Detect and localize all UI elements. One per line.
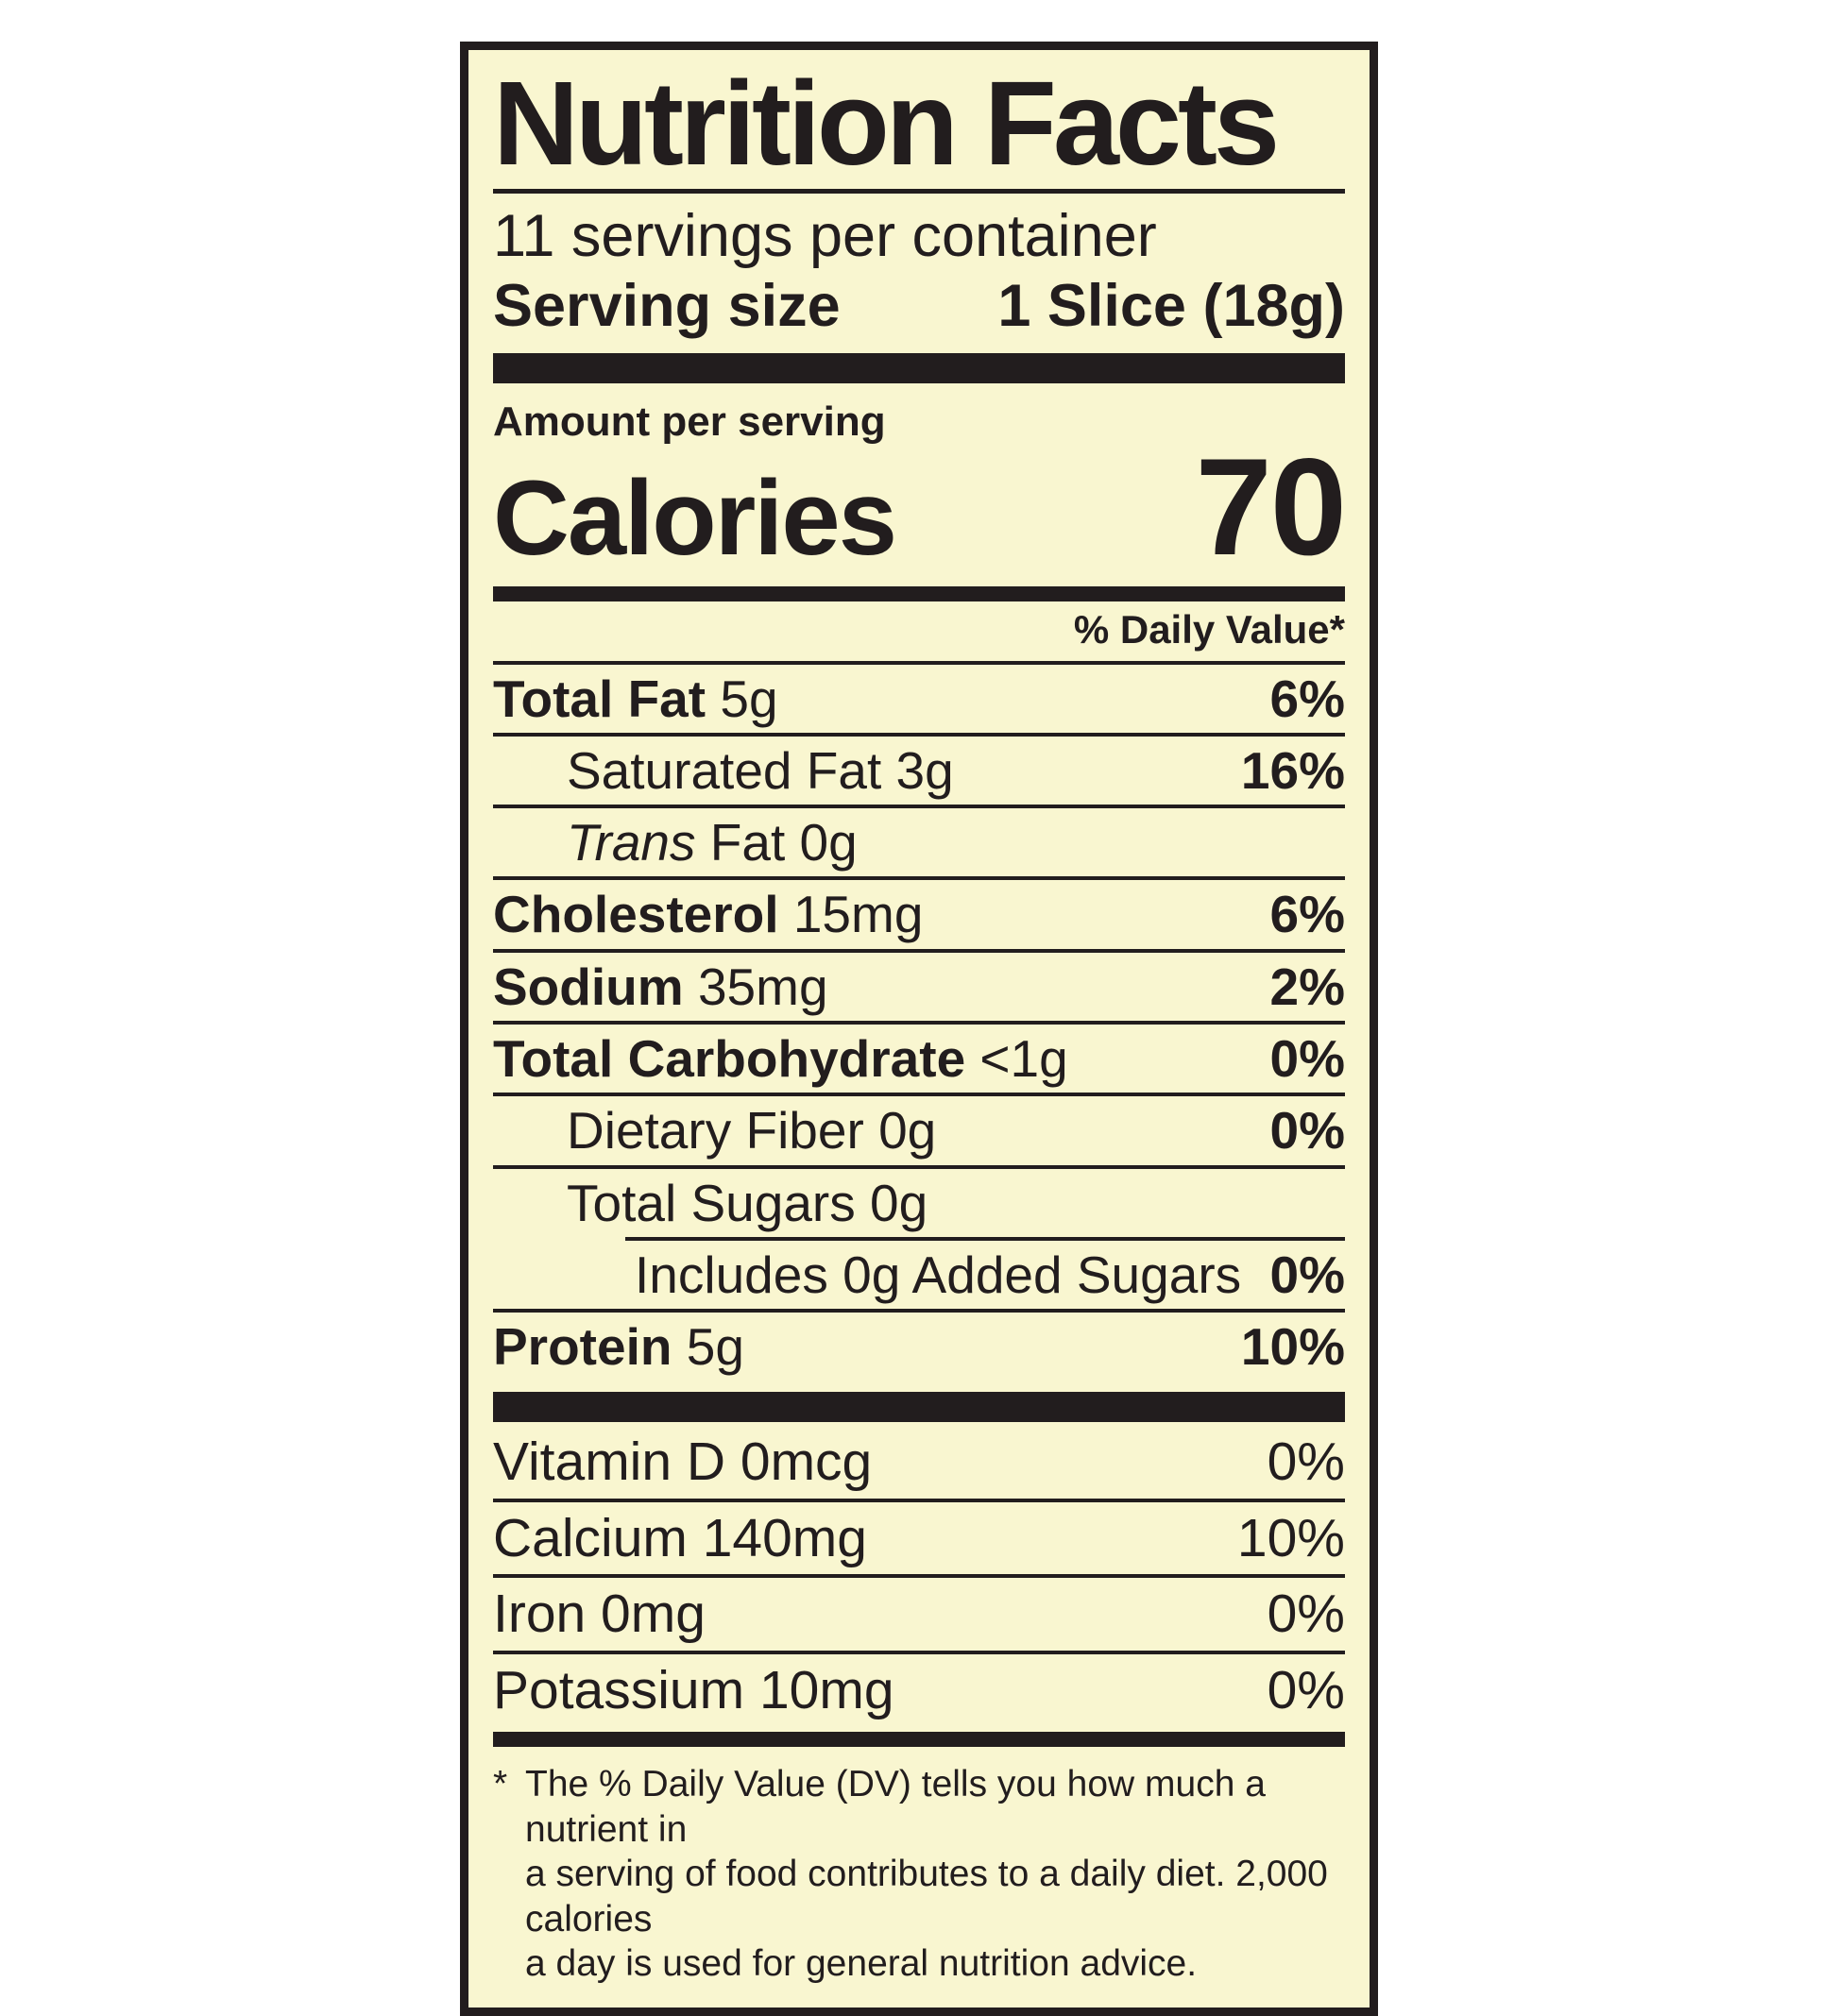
- nutrient-name: Total Carbohydrate <1g: [493, 1031, 1068, 1086]
- nutrient-name: Total Sugars 0g: [567, 1173, 928, 1232]
- label-title: Nutrition Facts: [493, 57, 1280, 190]
- nutrient-dv: 0%: [1269, 1245, 1346, 1304]
- nutrient-amount: Dietary Fiber 0g: [567, 1101, 937, 1160]
- calories-value: 70: [1195, 429, 1347, 584]
- micronutrient-dv: 0%: [1267, 1432, 1345, 1493]
- nutrient-name-bold: Protein: [493, 1317, 672, 1377]
- nutrient-name-italic: Trans: [567, 813, 696, 872]
- nutrient-amount: Includes 0g Added Sugars: [635, 1245, 1242, 1304]
- footnote-marker: *: [493, 1764, 508, 1805]
- micronutrients-section: Vitamin D 0mcg 0% Calcium 140mg 10% Iron…: [493, 1426, 1345, 1726]
- daily-value-header: % Daily Value*: [1073, 607, 1345, 652]
- nutrient-row-dietary-fiber: Dietary Fiber 0g 0%: [493, 1096, 1345, 1164]
- nutrient-row-total-sugars: Total Sugars 0g: [493, 1169, 1345, 1237]
- nutrient-name: Trans Fat 0g: [567, 815, 858, 870]
- nutrient-row-saturated-fat: Saturated Fat 3g 16%: [493, 737, 1345, 805]
- nutrient-name: Total Fat 5g: [493, 669, 778, 728]
- micronutrient-dv: 0%: [1267, 1584, 1345, 1645]
- nutrient-name: Protein 5g: [493, 1319, 744, 1374]
- nutrient-name: Dietary Fiber 0g: [567, 1103, 936, 1158]
- nutrient-dv: 0%: [1269, 1029, 1346, 1088]
- row-rule: [493, 876, 1345, 881]
- partial-rule: [625, 1236, 1345, 1241]
- nutrient-dv: 10%: [1240, 1317, 1345, 1377]
- nutrient-name-bold: Total Fat: [493, 669, 706, 728]
- micronutrient-dv: 10%: [1236, 1507, 1345, 1568]
- row-rule: [493, 1309, 1345, 1313]
- calories-label: Calories: [493, 458, 897, 577]
- row-rule: [493, 660, 1345, 665]
- footnote-line: The % Daily Value (DV) tells you how muc…: [525, 1764, 1266, 1850]
- nutrient-row-total-fat: Total Fat 5g 6%: [493, 665, 1345, 733]
- serving-size-value: 1 Slice (18g): [997, 272, 1345, 339]
- amount-per-serving: Amount per serving: [493, 398, 886, 445]
- footnote: * The % Daily Value (DV) tells you how m…: [493, 1762, 1345, 1987]
- footnote-line: a serving of food contributes to a daily…: [525, 1854, 1328, 1940]
- separator-bar-thick-micros: [493, 1392, 1345, 1423]
- micronutrient-name: Vitamin D 0mcg: [493, 1432, 873, 1493]
- nutrient-name-bold: Total Carbohydrate: [493, 1029, 966, 1088]
- nutrient-row-trans-fat: Trans Fat 0g: [493, 808, 1345, 876]
- separator-bar-footnote: [493, 1732, 1345, 1748]
- nutrient-row-added-sugars: Includes 0g Added Sugars 0%: [493, 1241, 1345, 1309]
- nutrient-amount: Fat 0g: [695, 813, 858, 872]
- micronutrient-dv: 0%: [1267, 1659, 1345, 1720]
- nutrient-name: Saturated Fat 3g: [567, 743, 954, 798]
- row-rule: [493, 948, 1345, 953]
- nutrient-amount: Total Sugars 0g: [567, 1173, 928, 1232]
- nutrient-name-bold: Cholesterol: [493, 885, 779, 944]
- nutrient-dv: 6%: [1269, 669, 1346, 728]
- row-rule: [493, 805, 1345, 809]
- micronutrient-name: Calcium 140mg: [493, 1507, 867, 1568]
- nutrient-amount: 15mg: [778, 885, 924, 944]
- row-rule: [493, 732, 1345, 737]
- micronutrient-row-vitamin-d: Vitamin D 0mcg 0%: [493, 1426, 1345, 1498]
- nutrient-amount: Saturated Fat 3g: [567, 740, 954, 800]
- nutrient-row-cholesterol: Cholesterol 15mg 6%: [493, 880, 1345, 948]
- calories-row: Calories 70: [493, 429, 1347, 584]
- nutrient-dv: 2%: [1269, 957, 1346, 1016]
- nutrient-name: Cholesterol 15mg: [493, 887, 923, 941]
- page: Nutrition Facts 11 servings per containe…: [0, 42, 1838, 2016]
- row-rule: [493, 1021, 1345, 1025]
- servings-per-container: 11 servings per container: [493, 203, 1157, 270]
- title-rule: [493, 189, 1345, 195]
- micronutrient-row-iron: Iron 0mg 0%: [493, 1578, 1345, 1650]
- micronutrient-name: Potassium 10mg: [493, 1659, 894, 1720]
- nutrient-row-protein: Protein 5g 10%: [493, 1313, 1345, 1381]
- nutrient-amount: 35mg: [683, 957, 828, 1016]
- nutrient-dv: 6%: [1269, 885, 1346, 944]
- footnote-lines: The % Daily Value (DV) tells you how muc…: [525, 1762, 1345, 1987]
- nutrient-amount: <1g: [965, 1029, 1068, 1088]
- nutrient-name-bold: Sodium: [493, 957, 684, 1016]
- separator-bar-thick: [493, 352, 1345, 383]
- row-rule: [493, 1164, 1345, 1169]
- micronutrient-name: Iron 0mg: [493, 1584, 706, 1645]
- nutrition-facts-label: Nutrition Facts 11 servings per containe…: [460, 42, 1378, 2016]
- nutrient-amount: 5g: [672, 1317, 744, 1377]
- row-rule: [493, 1093, 1345, 1097]
- nutrient-name: Sodium 35mg: [493, 959, 828, 1014]
- nutrient-amount: 5g: [706, 669, 778, 728]
- serving-size-label: Serving size: [493, 272, 841, 339]
- micronutrient-row-potassium: Potassium 10mg 0%: [493, 1654, 1345, 1726]
- nutrient-row-total-carbohydrate: Total Carbohydrate <1g 0%: [493, 1025, 1345, 1093]
- micronutrient-row-calcium: Calcium 140mg 10%: [493, 1502, 1345, 1574]
- row-rule: [493, 1650, 1345, 1654]
- nutrient-row-sodium: Sodium 35mg 2%: [493, 953, 1345, 1021]
- separator-bar-medium: [493, 586, 1345, 602]
- row-rule: [493, 1498, 1345, 1502]
- serving-size-row: Serving size 1 Slice (18g): [493, 274, 1345, 338]
- nutrient-dv: 16%: [1240, 740, 1345, 800]
- nutrient-dv: 0%: [1269, 1101, 1346, 1160]
- footnote-line: a day is used for general nutrition advi…: [525, 1943, 1198, 1985]
- nutrient-name: Includes 0g Added Sugars: [635, 1247, 1241, 1302]
- row-rule: [493, 1574, 1345, 1579]
